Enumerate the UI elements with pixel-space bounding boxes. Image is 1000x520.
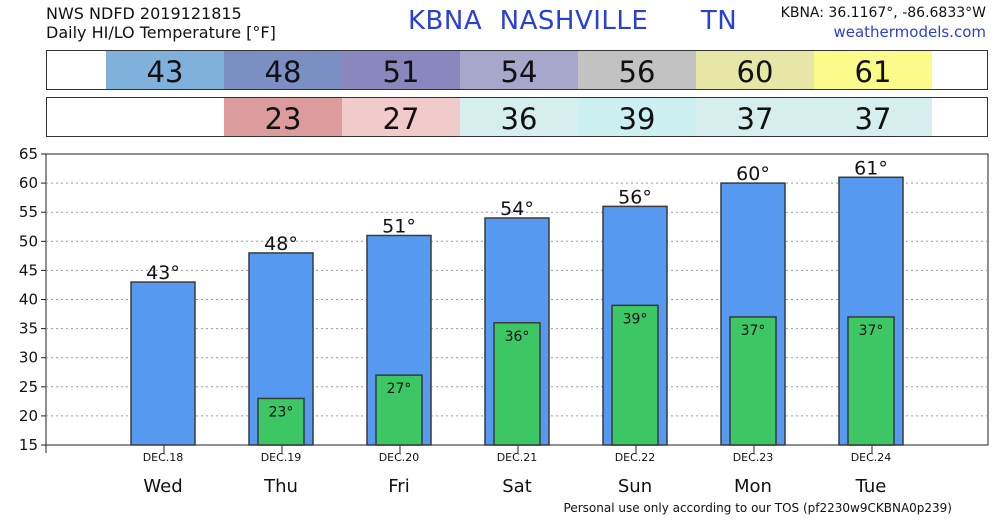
y-tick-label: 45 <box>19 261 38 279</box>
low-temperature-row: 23 27 36 39 37 37 <box>46 97 988 137</box>
footer-tos: Personal use only according to our TOS (… <box>563 501 952 515</box>
low-temp-bar <box>493 322 541 446</box>
high-temp-cell: 60 <box>696 51 814 89</box>
high-temp-label: 51° <box>382 215 416 237</box>
chart-header-left: NWS NDFD 2019121815 Daily HI/LO Temperat… <box>46 4 276 42</box>
low-temp-label: 36° <box>505 329 530 345</box>
date-label: DEC.20 <box>379 451 420 464</box>
y-tick-label: 65 <box>19 145 38 163</box>
date-label: DEC.21 <box>497 451 538 464</box>
high-temp-label: 61° <box>854 157 888 179</box>
low-temp-bar <box>611 304 659 446</box>
y-tick-label: 20 <box>19 407 38 425</box>
day-label: Tue <box>855 476 887 497</box>
day-label: Sat <box>502 476 532 497</box>
date-label: DEC.23 <box>733 451 774 464</box>
y-tick-label: 50 <box>19 232 38 250</box>
date-label: DEC.18 <box>143 451 184 464</box>
high-temp-label: 48° <box>264 233 298 255</box>
high-temp-cell: 43 <box>106 51 224 89</box>
low-temp-label: 39° <box>623 311 648 327</box>
day-label: Fri <box>388 476 409 497</box>
y-tick-label: 15 <box>19 436 38 454</box>
chart-title: Daily HI/LO Temperature [°F] <box>46 23 276 42</box>
high-temp-bar <box>130 281 196 446</box>
site-link[interactable]: weathermodels.com <box>833 23 986 41</box>
high-temp-cell: 56 <box>578 51 696 89</box>
low-temp-cell: 37 <box>814 98 932 136</box>
low-temp-label: 37° <box>741 323 766 339</box>
high-temp-cell: 61 <box>814 51 932 89</box>
low-temp-cell: 39 <box>578 98 696 136</box>
y-tick-label: 30 <box>19 349 38 367</box>
low-temp-bar <box>847 316 895 446</box>
date-label: DEC.22 <box>615 451 656 464</box>
y-tick-label: 25 <box>19 378 38 396</box>
high-temp-cell: 51 <box>342 51 460 89</box>
date-label: DEC.19 <box>261 451 302 464</box>
temperature-bar-chart: 15 20 25 30 35 40 45 50 55 60 65 43° DEC.18 Wed 48° 23°… <box>19 145 989 497</box>
chart-header-right: KBNA: 36.1167°, -86.6833°W weathermodels… <box>781 4 986 42</box>
low-temp-cell: 23 <box>224 98 342 136</box>
high-temp-cell: 48 <box>224 51 342 89</box>
high-temp-label: 60° <box>736 163 770 185</box>
low-temp-label: 37° <box>859 323 884 339</box>
y-tick-label: 55 <box>19 203 38 221</box>
low-temp-bar <box>729 316 777 446</box>
day-label: Mon <box>734 476 772 497</box>
model-run-label: NWS NDFD 2019121815 <box>46 4 242 23</box>
day-label: Thu <box>263 476 298 497</box>
y-tick-label: 60 <box>19 174 38 192</box>
station-coordinates: KBNA: 36.1167°, -86.6833°W <box>780 5 986 21</box>
low-temp-cell: 37 <box>696 98 814 136</box>
low-temp-label: 23° <box>269 404 294 420</box>
low-temp-bar <box>375 374 423 446</box>
low-temp-bar <box>257 397 305 446</box>
day-label: Wed <box>143 476 182 497</box>
y-tick-label: 40 <box>19 291 38 309</box>
high-temp-label: 43° <box>146 262 180 284</box>
low-temp-cell: 36 <box>460 98 578 136</box>
high-temperature-row: 43 48 51 54 56 60 61 <box>46 50 988 90</box>
high-temp-label: 56° <box>618 186 652 208</box>
low-temp-cell: 27 <box>342 98 460 136</box>
day-label: Sun <box>618 476 652 497</box>
low-temp-label: 27° <box>387 381 412 397</box>
high-temp-label: 54° <box>500 198 534 220</box>
date-label: DEC.24 <box>851 451 892 464</box>
high-temp-cell: 54 <box>460 51 578 89</box>
station-title: KBNA NASHVILLE TN <box>408 6 738 36</box>
y-tick-label: 35 <box>19 320 38 338</box>
